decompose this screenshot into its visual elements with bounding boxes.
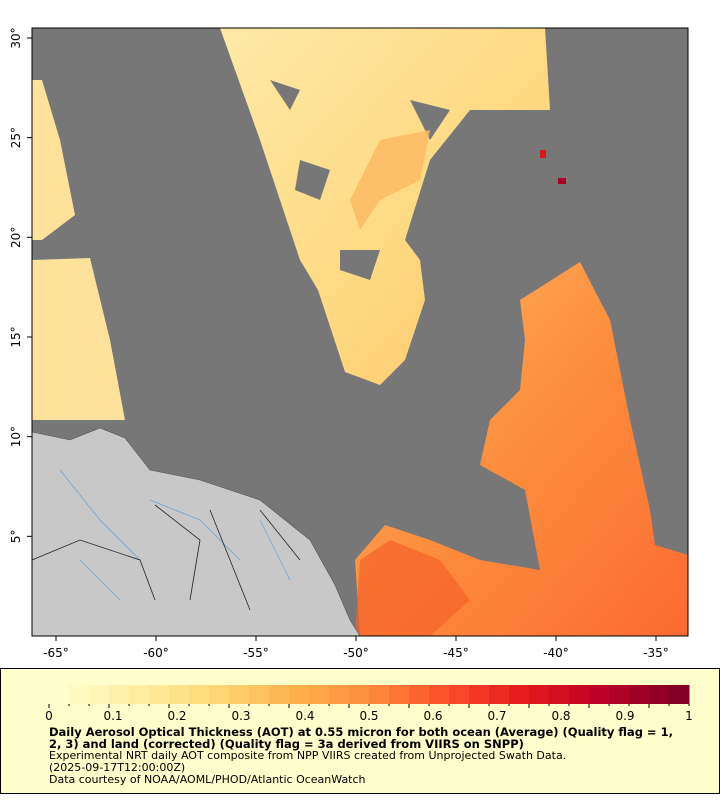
colorbar-swatch [329,685,350,704]
colorbar-swatch [669,685,690,704]
aot-high-region [355,540,470,636]
colorbar-swatch [629,685,650,704]
colorbar-swatch [49,685,70,704]
colorbar-swatch [269,685,290,704]
colorbar-swatch [529,685,550,704]
colorbar-swatch [549,685,570,704]
aot-map: -65° -60° -55° -50° -45° -40° -35° 5° 10° 15° 20° 2… [9,27,689,660]
colorbar-swatch [429,685,450,704]
legend-panel: 0 0.1 0.2 0.3 0.4 0.5 0.6 0.7 0.8 0.9 1 Daily Aero… [0,668,720,794]
x-tick-label: -60° [143,646,169,660]
colorbar-swatch [89,685,110,704]
caption-time: (2025-09-17T12:00:00Z) [49,761,186,774]
y-tick-label: 15° [9,326,23,347]
colorbar-swatch [489,685,510,704]
aot-streak [350,130,430,230]
caption-title-line1: Daily Aerosol Optical Thickness (AOT) at… [49,725,673,739]
colorbar-swatch [509,685,530,704]
colorbar-swatch [369,685,390,704]
colorbar-tick-label: 0.6 [423,709,442,723]
colorbar-swatch [609,685,630,704]
aot-swath-left-south [32,258,125,420]
colorbar-tick-label: 0.5 [359,709,378,723]
colorbar-tick-label: 0.7 [487,709,506,723]
caption-title-line2: 2, 3) and land (corrected) (Quality flag… [49,737,524,751]
colorbar-swatch [169,685,190,704]
colorbar-swatch [69,685,90,704]
colorbar-swatch [389,685,410,704]
x-tick-label: -50° [343,646,369,660]
colorbar-swatch [409,685,430,704]
country-borders [31,504,301,611]
aot-high-pixels [558,178,566,184]
x-tick-label: -40° [543,646,569,660]
colorbar-swatch [589,685,610,704]
y-tick-label: 10° [9,426,23,447]
caption-credit: Data courtesy of NOAA/AOML/PHOD/Atlantic… [49,773,366,786]
colorbar-swatch [469,685,490,704]
colorbar-swatch [229,685,250,704]
colorbar: 0 0.1 0.2 0.3 0.4 0.5 0.6 0.7 0.8 0.9 1 [45,685,693,723]
colorbar-swatch [189,685,210,704]
y-tick-label: 25° [9,127,23,148]
x-tick-label: -65° [43,646,69,660]
map-frame [31,27,689,637]
y-tick-label: 5° [9,530,23,544]
colorbar-swatch [249,685,270,704]
colorbar-swatch [289,685,310,704]
aot-high-pixels [540,150,546,158]
colorbar-tick-label: 0.3 [231,709,250,723]
colorbar-swatch [149,685,170,704]
x-tick-label: -35° [643,646,669,660]
aot-swath-left-north [32,80,75,240]
colorbar-tick-label: 0.2 [167,709,186,723]
colorbar-swatch [569,685,590,704]
cloud-gaps [270,80,450,280]
colorbar-swatch [649,685,670,704]
colorbar-swatch [349,685,370,704]
colorbar-tick-label: 0.9 [615,709,634,723]
x-tick-label: -55° [243,646,269,660]
y-tick-label: 30° [9,27,23,48]
colorbar-tick-label: 1 [685,709,693,723]
colorbar-tick-label: 0.4 [295,709,314,723]
colorbar-swatch [449,685,470,704]
y-tick-label: 20° [9,227,23,248]
caption-subtitle: Experimental NRT daily AOT composite fro… [49,749,567,762]
colorbar-swatch [209,685,230,704]
x-tick-label: -45° [443,646,469,660]
colorbar-tick-label: 0 [45,709,53,723]
colorbar-tick-label: 0.8 [551,709,570,723]
colorbar-swatch [309,685,330,704]
colorbar-swatch [129,685,150,704]
aot-swath-central [220,28,550,385]
rivers [59,469,291,601]
aot-swath-east [355,262,688,636]
colorbar-swatch [109,685,130,704]
colorbar-tick-label: 0.1 [103,709,122,723]
